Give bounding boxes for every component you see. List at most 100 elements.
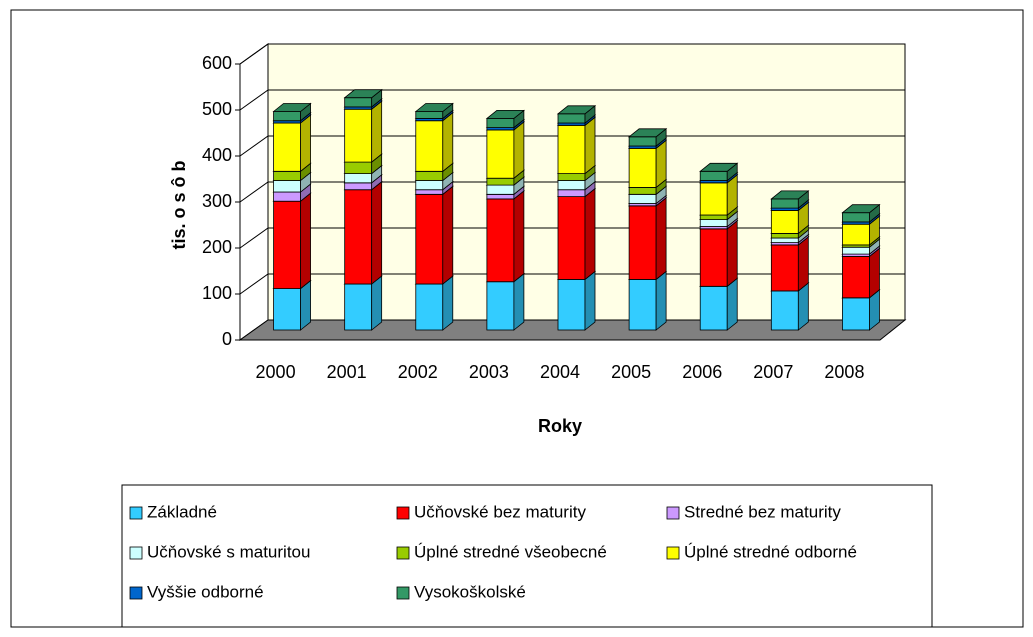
bar-segment (415, 283, 444, 331)
bar-segment (415, 111, 444, 119)
x-tick-label: 2008 (824, 362, 864, 382)
x-tick-label: 2005 (611, 362, 651, 382)
bar-segment (842, 246, 870, 255)
bar-segment (628, 147, 657, 188)
bar-side (869, 247, 880, 299)
x-tick-label: 2001 (327, 362, 367, 382)
bar-segment (273, 122, 301, 172)
legend-label: Vyššie odborné (147, 582, 264, 601)
x-axis-title: Roky (538, 416, 582, 436)
bar-segment (273, 200, 301, 289)
bar-segment (628, 186, 657, 195)
bar-segment (842, 255, 870, 299)
y-tick-label: 100 (202, 283, 232, 303)
bar-top (343, 89, 383, 99)
bar-segment (273, 170, 301, 181)
bar-side (513, 121, 525, 180)
bar-segment (770, 209, 799, 234)
legend-swatch (129, 586, 143, 600)
legend-swatch (396, 586, 410, 600)
bar-segment (557, 180, 586, 191)
bar-segment (486, 281, 515, 331)
bar-segment (699, 228, 728, 287)
bar-side (655, 270, 667, 331)
x-tick-label: 2000 (256, 362, 296, 382)
legend-label: Úplné stredné všeobecné (414, 542, 607, 561)
bar-top (627, 128, 668, 138)
legend-swatch (396, 546, 410, 560)
bar-segment (699, 170, 728, 181)
grid-line (239, 181, 905, 203)
x-tick-label: 2007 (753, 362, 793, 382)
bar-side (300, 114, 311, 173)
bar-segment (273, 191, 301, 202)
x-tick-label: 2002 (398, 362, 438, 382)
bar-segment (415, 193, 444, 285)
bar-segment (273, 111, 301, 122)
bar-segment (699, 219, 728, 227)
bar-segment (557, 278, 586, 331)
bar-segment (557, 113, 586, 124)
y-tick-label: 0 (222, 329, 232, 349)
bar-segment (486, 184, 515, 195)
bar-segment (486, 118, 515, 129)
bar-segment (628, 278, 657, 331)
legend-label: Učňovské bez maturity (414, 502, 586, 521)
bar-segment (344, 182, 373, 191)
grid-line (239, 135, 905, 157)
bar-segment (415, 120, 444, 172)
bar-top (414, 103, 454, 112)
bar-segment (344, 173, 373, 184)
bar-side (797, 236, 809, 292)
bar-segment (842, 212, 870, 223)
bar-segment (344, 161, 373, 175)
bar-segment (628, 205, 657, 280)
legend-swatch (129, 546, 143, 560)
bar-side (584, 116, 596, 175)
bar-side (584, 270, 596, 331)
grid-line (239, 43, 905, 65)
bar-top (556, 105, 597, 115)
bar-side (655, 196, 667, 281)
bar-side (300, 192, 311, 290)
bar-segment (628, 136, 657, 147)
bar-segment (557, 124, 586, 175)
bar-segment (344, 108, 373, 163)
bar-segment (344, 189, 373, 285)
bar-segment (273, 180, 301, 193)
bar-segment (557, 173, 586, 181)
legend-swatch (129, 506, 143, 520)
y-tick-label: 600 (202, 53, 232, 73)
y-axis-title: tis. o s ô b (169, 160, 189, 249)
bar-side (513, 272, 525, 331)
bar-segment (415, 189, 444, 195)
y-tick-label: 500 (202, 99, 232, 119)
bar-segment (415, 180, 444, 191)
bar-side (442, 275, 454, 331)
bar-segment (770, 290, 799, 331)
bar-side (300, 279, 311, 331)
y-tick-label: 300 (202, 191, 232, 211)
bar-segment (486, 129, 515, 179)
legend-swatch (666, 506, 680, 520)
bar-side (584, 187, 596, 281)
grid-line (239, 89, 905, 111)
bar-segment (344, 283, 373, 331)
legend-swatch (666, 546, 680, 560)
bar-segment (486, 198, 515, 283)
bar-segment (273, 288, 301, 331)
bar-top (770, 190, 810, 200)
x-tick-label: 2004 (540, 362, 580, 382)
legend-label: Vysokoškolské (414, 582, 526, 601)
bar-segment (486, 193, 515, 200)
bar-segment (344, 97, 373, 108)
legend-label: Základné (147, 502, 217, 521)
legend-label: Stredné bez maturity (684, 502, 841, 521)
bar-segment (486, 177, 515, 186)
y-tick-label: 200 (202, 237, 232, 257)
bar-top (272, 103, 312, 112)
bar-top (841, 204, 881, 214)
bar-segment (415, 170, 444, 181)
legend (121, 484, 933, 628)
bar-top (699, 162, 739, 172)
